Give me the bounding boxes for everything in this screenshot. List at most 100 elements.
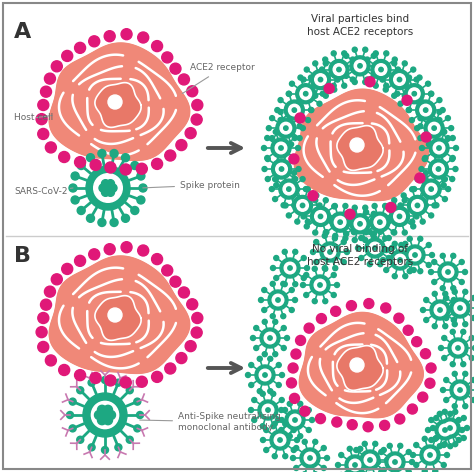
Circle shape xyxy=(454,384,466,396)
Circle shape xyxy=(425,183,437,195)
Circle shape xyxy=(38,128,49,139)
Circle shape xyxy=(292,195,312,215)
Circle shape xyxy=(438,346,444,351)
Polygon shape xyxy=(95,295,141,340)
Circle shape xyxy=(345,250,349,254)
Circle shape xyxy=(86,154,94,162)
Circle shape xyxy=(450,177,455,182)
Circle shape xyxy=(249,382,254,388)
Circle shape xyxy=(323,61,328,66)
Circle shape xyxy=(274,276,279,280)
Circle shape xyxy=(257,388,262,394)
Circle shape xyxy=(109,184,117,192)
Circle shape xyxy=(274,255,279,261)
Circle shape xyxy=(422,177,427,182)
Circle shape xyxy=(434,304,446,316)
Circle shape xyxy=(417,75,422,80)
Circle shape xyxy=(360,219,365,225)
Circle shape xyxy=(300,406,310,416)
Circle shape xyxy=(373,246,377,250)
Circle shape xyxy=(162,52,173,63)
Circle shape xyxy=(401,213,406,218)
Circle shape xyxy=(279,418,284,422)
Circle shape xyxy=(392,61,397,66)
Circle shape xyxy=(452,321,457,327)
Circle shape xyxy=(45,73,55,84)
Circle shape xyxy=(262,287,267,293)
Circle shape xyxy=(453,167,458,171)
Circle shape xyxy=(279,428,284,432)
Circle shape xyxy=(373,441,378,447)
Circle shape xyxy=(360,450,380,470)
Circle shape xyxy=(320,91,325,96)
Circle shape xyxy=(301,126,305,131)
Circle shape xyxy=(453,442,458,447)
Circle shape xyxy=(292,135,297,141)
Circle shape xyxy=(94,411,103,420)
Circle shape xyxy=(362,67,366,72)
Circle shape xyxy=(418,135,423,141)
Circle shape xyxy=(38,341,49,353)
Circle shape xyxy=(440,418,460,438)
Circle shape xyxy=(272,294,284,306)
Circle shape xyxy=(152,253,163,265)
Circle shape xyxy=(270,314,275,319)
Circle shape xyxy=(275,108,280,113)
Circle shape xyxy=(330,212,350,232)
Circle shape xyxy=(440,108,445,113)
Circle shape xyxy=(69,425,76,432)
Circle shape xyxy=(444,422,456,434)
Circle shape xyxy=(445,453,449,457)
Circle shape xyxy=(406,449,411,455)
Circle shape xyxy=(313,439,318,444)
Circle shape xyxy=(446,270,450,274)
Circle shape xyxy=(332,204,337,209)
Circle shape xyxy=(353,463,357,467)
Circle shape xyxy=(292,108,297,112)
Circle shape xyxy=(444,378,449,382)
Circle shape xyxy=(402,61,407,66)
Circle shape xyxy=(390,69,410,90)
Circle shape xyxy=(332,203,337,209)
Circle shape xyxy=(343,203,348,209)
Circle shape xyxy=(254,346,259,351)
Circle shape xyxy=(98,150,106,158)
Circle shape xyxy=(421,179,441,199)
Circle shape xyxy=(463,404,468,409)
Circle shape xyxy=(371,211,376,216)
Circle shape xyxy=(343,236,348,241)
Circle shape xyxy=(101,377,109,383)
Circle shape xyxy=(137,196,145,204)
Circle shape xyxy=(402,230,407,235)
Circle shape xyxy=(341,239,346,244)
Circle shape xyxy=(260,424,265,429)
Circle shape xyxy=(317,203,322,208)
Circle shape xyxy=(344,231,349,236)
Circle shape xyxy=(314,193,319,198)
Circle shape xyxy=(303,92,308,96)
Circle shape xyxy=(94,174,122,202)
Circle shape xyxy=(410,187,415,192)
Circle shape xyxy=(403,241,408,246)
Circle shape xyxy=(265,157,270,161)
Circle shape xyxy=(387,443,392,448)
Circle shape xyxy=(306,118,310,123)
Circle shape xyxy=(345,455,365,472)
Circle shape xyxy=(297,200,309,211)
Polygon shape xyxy=(49,256,190,373)
Circle shape xyxy=(427,110,431,115)
Circle shape xyxy=(301,283,306,287)
Circle shape xyxy=(392,230,397,235)
Circle shape xyxy=(410,453,416,457)
Circle shape xyxy=(429,438,434,442)
Circle shape xyxy=(284,162,289,167)
Text: B: B xyxy=(14,246,31,266)
Circle shape xyxy=(260,328,280,348)
Circle shape xyxy=(329,59,349,80)
Circle shape xyxy=(422,436,427,441)
Circle shape xyxy=(308,456,312,460)
Circle shape xyxy=(308,191,318,201)
Circle shape xyxy=(448,411,453,416)
Circle shape xyxy=(260,391,265,396)
Circle shape xyxy=(441,463,446,467)
